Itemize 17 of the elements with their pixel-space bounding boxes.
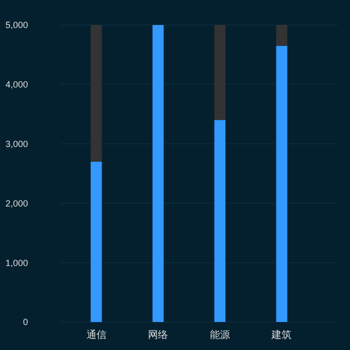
bar <box>152 25 164 322</box>
x-tick-label: 通信 <box>86 329 106 341</box>
y-tick-label: 4,000 <box>5 80 28 90</box>
bar <box>276 25 288 46</box>
x-tick-label: 建筑 <box>270 329 292 341</box>
bar <box>214 25 226 120</box>
bar <box>90 162 102 322</box>
y-tick-label: 2,000 <box>5 198 28 208</box>
y-tick-label: 5,000 <box>5 20 28 30</box>
y-tick-label: 1,000 <box>5 258 28 268</box>
y-tick-label: 0 <box>22 317 28 328</box>
bar <box>214 120 226 322</box>
bar <box>276 46 288 322</box>
x-tick-label: 网络 <box>148 329 168 341</box>
x-tick-label: 能源 <box>210 329 230 341</box>
y-tick-label: 3,000 <box>5 138 28 149</box>
bar <box>90 25 102 162</box>
